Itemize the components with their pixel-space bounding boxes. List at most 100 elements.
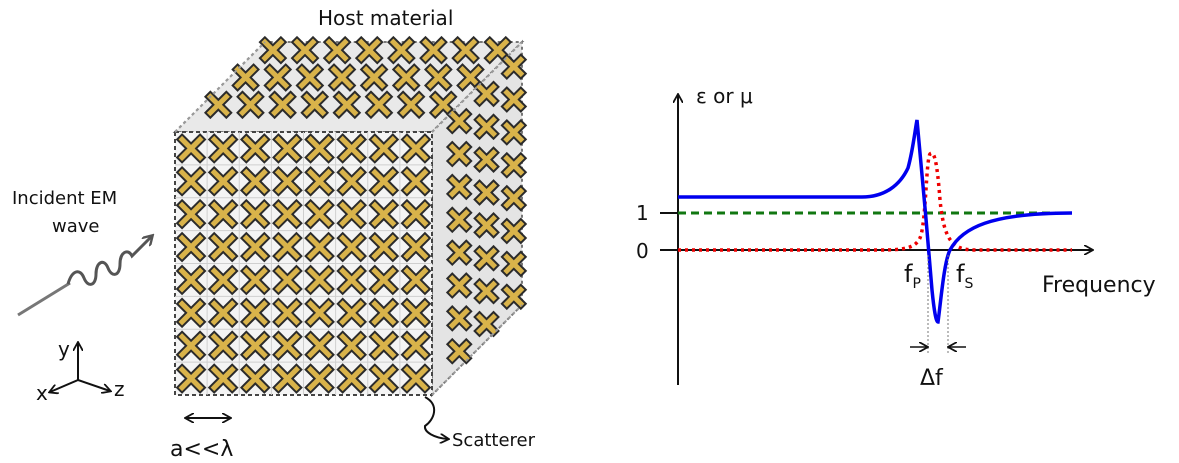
scatterer-cross (473, 80, 500, 108)
scatterer-cross (500, 250, 528, 278)
scatterer-cross (304, 231, 335, 263)
scatterer-cross (207, 264, 239, 296)
scatterer-cross (304, 165, 335, 197)
axis-x-arrow (50, 379, 79, 392)
scatterer-cross (473, 113, 500, 141)
wave-tail (17, 281, 71, 317)
host-material-label: Host material (318, 6, 453, 30)
scatterer-cross (387, 35, 416, 65)
scatterer-cross (445, 206, 473, 234)
scatterer-cross (239, 264, 271, 296)
scatterer-cross (473, 146, 500, 174)
scatterer-cross (445, 107, 473, 135)
scatterer-cross (304, 297, 335, 329)
scatterer-cross (175, 165, 207, 197)
scatterer-cross (336, 264, 368, 296)
scatterer-cross (445, 173, 473, 201)
scatterer-cross (368, 133, 400, 164)
scatterer-cross (272, 264, 303, 296)
scatterer-cross (368, 297, 400, 329)
scatterer-cross (445, 239, 473, 267)
scatterer-cross (336, 133, 368, 164)
scatterer-cross (175, 198, 207, 230)
resonance-curve (678, 119, 1073, 324)
scatterer-cross (368, 198, 400, 230)
scatterer-cross (368, 231, 400, 263)
scatterer-cross (423, 63, 453, 92)
axis-x-label: x (36, 381, 48, 405)
fs-label: fS (956, 260, 973, 292)
scatterer-cross (207, 133, 239, 164)
scatterer-cross (239, 133, 271, 164)
scatterer-cross (175, 330, 207, 362)
scatterer-cross (445, 272, 473, 299)
scatterer-cross (263, 63, 293, 92)
scatterer-cross (175, 297, 207, 329)
scatterer-cross (400, 165, 432, 197)
delta-f-label: Δf (920, 366, 944, 391)
scatterer-cross (473, 179, 500, 206)
scatterer-cross (304, 363, 335, 394)
scatterer-cross (445, 337, 473, 365)
scatterer-cross (175, 363, 207, 394)
scatterer-cross (290, 35, 320, 65)
front-grid-lines (175, 132, 432, 395)
scatterer-label: Scatterer (452, 430, 536, 451)
graph-y-axis-label: ε or μ (696, 84, 753, 108)
scatterer-cross (354, 35, 384, 65)
scatterer-cross (295, 63, 325, 92)
scatterer-cross (272, 198, 303, 230)
axis-z-arrow (77, 379, 110, 391)
graph-x-axis-label: Frequency (1042, 273, 1156, 298)
scatterer-cross (272, 133, 303, 164)
scatterer-cross (336, 330, 368, 362)
scatterer-cross (400, 133, 432, 164)
scatterer-cross (368, 330, 400, 362)
scatterer-cross (272, 297, 303, 329)
scatterer-cross (207, 231, 239, 263)
scatterer-cross (336, 297, 368, 329)
loss-curve (678, 151, 1072, 252)
tick-one-label: 1 (636, 201, 649, 225)
axis-z-label: z (114, 377, 125, 401)
incident-wave-label-line2: wave (52, 216, 99, 237)
scatterer-cross (473, 212, 500, 239)
scatterer-cross (391, 63, 421, 92)
scatterer-cross (304, 264, 335, 296)
scatterer-cross (327, 63, 357, 92)
scatterer-cross (483, 35, 513, 65)
scatterer-cross (175, 133, 207, 164)
scatterer-cross (332, 90, 362, 120)
scatterer-cross (272, 231, 303, 263)
scatterer-cross (272, 165, 303, 197)
scatterer-cross (268, 90, 297, 120)
scatterer-cross (400, 198, 432, 230)
coordinate-axes (50, 343, 110, 392)
scatterer-cross (203, 90, 233, 120)
scatterer-cross (445, 305, 473, 332)
scatterer-cross (207, 198, 239, 230)
scatterer-cross (336, 165, 368, 197)
permittivity-graph (660, 95, 1092, 385)
scatterer-cross (500, 53, 528, 80)
scatterer-cross (500, 217, 528, 245)
scatterer-cross (272, 363, 303, 394)
scatterer-cross (500, 86, 528, 113)
scatterer-cross (400, 330, 432, 362)
scatterer-cross (239, 198, 271, 230)
scatterer-cross (473, 244, 500, 272)
scatterer-cross (473, 310, 500, 338)
side-face-scatterers (445, 53, 528, 365)
scatterer-cross (451, 35, 480, 65)
scatterer-pointer (423, 396, 448, 439)
scatterer-cross (239, 297, 271, 329)
scatterer-cross (396, 90, 426, 120)
scatterer-cross (500, 119, 528, 146)
scatterer-cross (364, 90, 394, 120)
scatterer-cross (336, 231, 368, 263)
scatterer-cross (236, 90, 265, 120)
scatterer-cross (239, 165, 271, 197)
scatterer-cross (359, 63, 389, 92)
scatterer-cross (175, 264, 207, 296)
